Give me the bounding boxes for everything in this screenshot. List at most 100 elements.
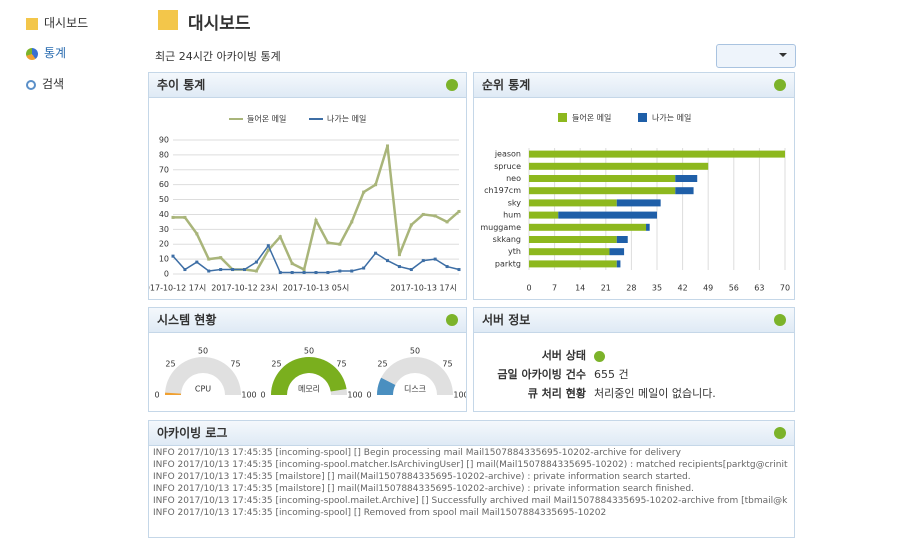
log-line: INFO 2017/10/13 17:45:35 [incoming-spool… <box>153 496 788 506</box>
legend-label: 들어온 메일 <box>247 114 286 124</box>
panel: 추이 통계 들어온 메일 나가는 메일 0 10 20 30 40 50 60 70 80 90 201… <box>140 72 467 300</box>
y-tick-label: 70 <box>159 165 169 174</box>
y-tick-label: ch197cm <box>484 186 521 195</box>
point <box>397 265 401 269</box>
period-select[interactable] <box>716 44 796 68</box>
point <box>362 190 366 194</box>
title-icon <box>158 10 178 30</box>
point <box>219 268 223 272</box>
page-title: 대시보드 <box>188 14 251 34</box>
panel-title: 순위 통계 <box>482 78 531 92</box>
y-tick-label: neo <box>506 174 521 183</box>
bar <box>529 236 617 243</box>
line-chart: 들어온 메일 나가는 메일 0 10 20 30 40 50 60 70 80 90 2017-10-1… <box>140 114 461 293</box>
point <box>171 215 175 219</box>
gauge-tick-label: 50 <box>198 347 208 356</box>
y-tick-label: yth <box>508 247 521 256</box>
nav-item[interactable]: 대시보드 <box>26 14 88 31</box>
bar <box>675 175 698 182</box>
point <box>338 269 342 273</box>
bar <box>529 150 785 158</box>
point <box>386 259 389 263</box>
y-tick-label: 30 <box>159 225 169 234</box>
x-tick-label: 63 <box>754 284 764 293</box>
point <box>421 212 425 216</box>
nav-item[interactable]: 통계 <box>26 44 66 61</box>
gauge-tick-label: 0 <box>260 391 265 400</box>
gauge-tick-label: 75 <box>336 359 346 368</box>
refresh[interactable] <box>446 79 458 91</box>
x-tick-label: 14 <box>575 284 585 293</box>
point <box>433 257 437 261</box>
point <box>266 248 270 252</box>
point <box>362 266 366 270</box>
y-tick-label: sky <box>508 198 522 207</box>
subtitle: 최근 24시간 아카이빙 통계 <box>155 50 281 63</box>
point <box>231 268 235 272</box>
bar <box>646 223 650 231</box>
y-tick-label: hum <box>503 211 521 220</box>
point <box>386 144 389 148</box>
point <box>314 218 318 222</box>
nav-label: 통계 <box>44 46 67 60</box>
point <box>326 271 330 275</box>
point <box>326 241 330 245</box>
gauge-label: 메모리 <box>298 385 320 394</box>
bar <box>529 223 647 231</box>
point <box>290 271 294 275</box>
legend-label: 나가는 메일 <box>652 114 691 123</box>
point <box>183 215 187 219</box>
y-tick-label: 20 <box>159 240 169 249</box>
bar <box>616 260 621 268</box>
gauge-track <box>377 357 453 395</box>
point <box>183 268 187 272</box>
refresh[interactable] <box>446 314 458 326</box>
refresh[interactable] <box>774 79 786 91</box>
bar-chart: 들어온 메일 나가는 메일 0 7 14 21 28 35 42 49 56 63 70 jeason sp… <box>480 113 790 293</box>
nav-label: 대시보드 <box>44 16 89 30</box>
x-tick-label: 7 <box>552 284 557 293</box>
point <box>374 183 378 187</box>
log-line: INFO 2017/10/13 17:45:35 [incoming-spool… <box>153 460 788 470</box>
bar <box>529 162 709 170</box>
panel-title: 아카이빙 로그 <box>157 426 228 440</box>
gauge-tick-label: 100 <box>453 391 466 400</box>
bar <box>616 199 661 207</box>
gauge-tick-label: 75 <box>230 359 240 368</box>
y-tick-label: spruce <box>494 162 521 171</box>
panel-title: 서버 정보 <box>482 313 531 327</box>
point <box>445 220 449 224</box>
point <box>421 259 425 263</box>
log-line: INFO 2017/10/13 17:45:35 [incoming-spool… <box>153 448 681 458</box>
refresh[interactable] <box>774 427 786 439</box>
bar <box>529 248 610 256</box>
gauge-label: CPU <box>195 385 211 394</box>
x-tick-label: 2017-10-13 17시 <box>390 284 457 293</box>
point <box>278 271 282 275</box>
gauge-fill <box>271 357 347 395</box>
gauge-tick-label: 0 <box>154 391 159 400</box>
gauges: CPU 0 25 50 75 100 메모리 0 25 50 75 100 디스크 0 25 50 75 100 <box>154 347 468 400</box>
y-tick-label: 40 <box>159 210 169 219</box>
panel-title: 시스템 현황 <box>157 313 217 327</box>
x-tick-label: 70 <box>780 284 790 293</box>
point <box>207 269 211 273</box>
legend-swatch <box>558 113 567 122</box>
x-tick-label: 21 <box>601 284 611 293</box>
x-tick-label: 2017-10-13 05시 <box>283 284 350 293</box>
y-tick-label: parktg <box>495 259 521 268</box>
legend-label: 나가는 메일 <box>327 115 366 124</box>
bar <box>609 248 625 256</box>
nav-item[interactable]: 검색 <box>26 75 64 92</box>
y-tick-label: muggame <box>480 223 521 232</box>
y-tick-label: 80 <box>159 150 169 159</box>
refresh[interactable] <box>774 314 786 326</box>
x-tick-label: 2017-10-12 17시 <box>149 284 206 293</box>
gauge-tick-label: 100 <box>347 391 362 400</box>
x-tick-label: 35 <box>652 284 662 293</box>
point <box>290 262 294 266</box>
bar <box>529 211 559 219</box>
gauge-fill <box>165 392 182 395</box>
x-tick-label: 28 <box>626 284 636 293</box>
